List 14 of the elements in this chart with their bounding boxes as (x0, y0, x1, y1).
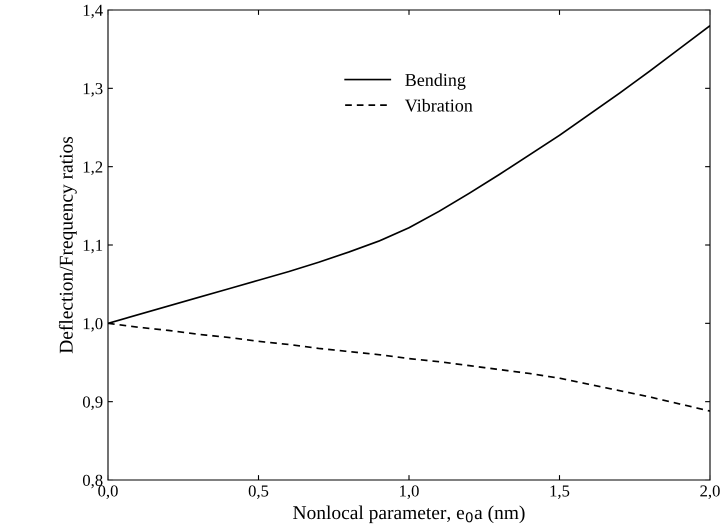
y-tick-label: 1,1 (84, 240, 102, 254)
x-tick-label: 0,5 (248, 485, 268, 499)
y-tick-label: 1,4 (84, 4, 103, 18)
legend-label: Bending (405, 73, 466, 90)
x-tick-label: 1,5 (550, 485, 570, 499)
y-tick-label: 1,2 (84, 161, 102, 176)
y-tick-label: 1,0 (84, 318, 103, 332)
y-tick-label: 0,9 (82, 396, 102, 410)
y-tick-label: 1,3 (84, 83, 102, 97)
x-axis-title: Nonlocal parameter, e$_{0}$a (nm) (293, 506, 525, 524)
x-tick-label: 1,0 (400, 485, 419, 499)
y-axis-title: Deflection/Frequency ratios (58, 136, 77, 354)
x-tick-label: 2,0 (700, 485, 720, 499)
legend-label: Vibration (404, 98, 473, 112)
